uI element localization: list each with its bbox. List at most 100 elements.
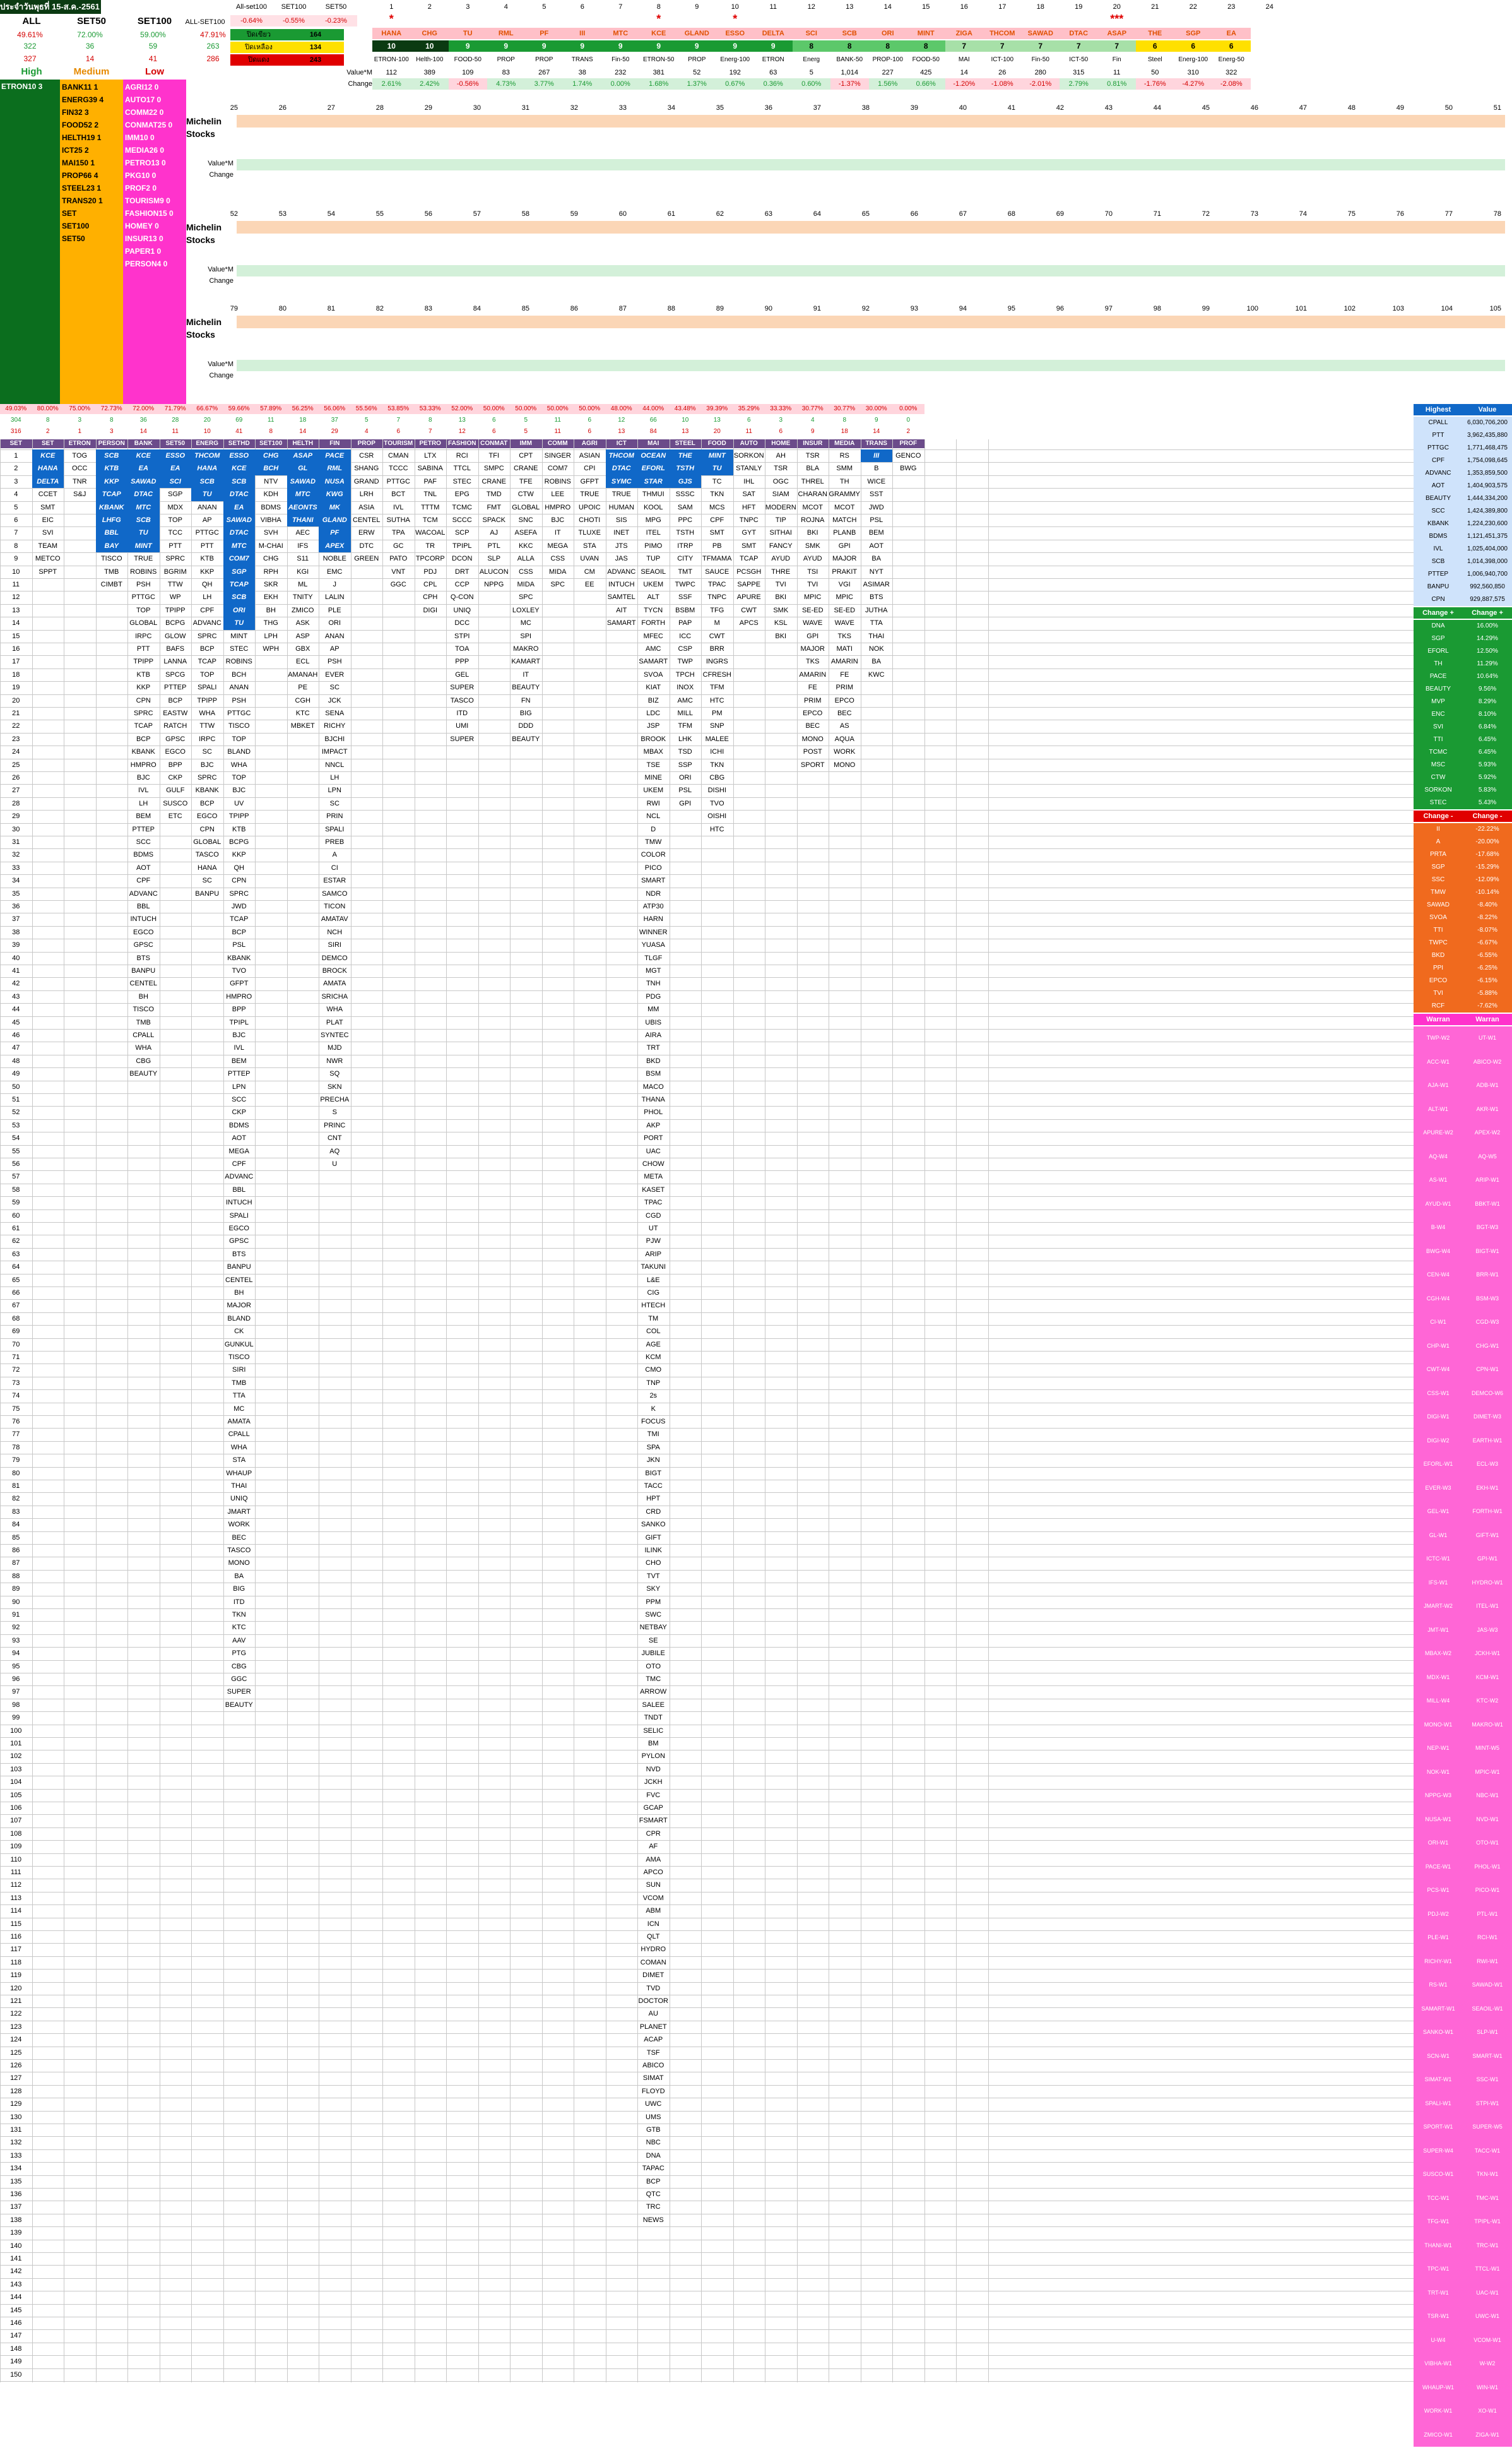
top-stock-name[interactable]: DTAC (1060, 28, 1098, 39)
sector-stock[interactable]: STA (582, 542, 596, 550)
sector-stock[interactable]: BROOK (641, 735, 666, 743)
sector-stock[interactable]: EA (159, 462, 191, 475)
sector-stock[interactable]: STAR (637, 475, 670, 489)
sector-stock[interactable]: SE-ED (834, 606, 856, 614)
warrant-item[interactable]: PCS-W1 (1427, 1887, 1450, 1893)
sector-stock[interactable]: BCP (646, 2177, 661, 2185)
sector-stock[interactable]: EGCO (197, 812, 218, 821)
sector-stock[interactable]: SPRC (229, 889, 249, 898)
sector-stock[interactable]: TTTM (421, 503, 440, 511)
warrant-item[interactable]: PTL-W1 (1477, 1910, 1498, 1917)
sector-stock[interactable]: BAFS (166, 645, 185, 653)
sector-stock[interactable]: NPPG (484, 581, 504, 588)
sector-stock[interactable]: JUTHA (865, 606, 888, 614)
sector-stock[interactable]: BTS (870, 593, 883, 602)
sector-stock[interactable]: VIBHA (260, 516, 281, 524)
sector-stock[interactable]: PIMO (644, 542, 663, 550)
sector-stock[interactable]: ICC (679, 632, 692, 640)
sector-stock[interactable]: CPR (646, 1829, 661, 1838)
sector-stock[interactable]: TFMAMA (702, 555, 732, 563)
sector-header[interactable]: SET (32, 439, 64, 448)
sector-stock[interactable]: DCC (454, 619, 470, 627)
sector-stock[interactable]: CSS (518, 567, 533, 576)
sector-header[interactable]: SETHD (223, 439, 255, 448)
warrant-item[interactable]: KCM-W1 (1475, 1673, 1499, 1680)
sector-stock[interactable]: SUPER (227, 1688, 251, 1696)
sector-stock[interactable]: VGI (838, 581, 851, 588)
sector-stock[interactable]: PSH (232, 696, 247, 704)
sector-stock[interactable]: TAKUNI (641, 1263, 666, 1271)
sector-stock[interactable]: BH (234, 1289, 244, 1297)
sector-stock[interactable]: ROBINS (225, 658, 252, 666)
sector-stock[interactable]: PTTGC (195, 529, 219, 537)
warrant-item[interactable]: PACE-W1 (1425, 1863, 1451, 1870)
sector-stock[interactable]: AGE (646, 1340, 661, 1348)
sector-stock[interactable]: AYUD (803, 555, 822, 563)
sector-stock[interactable]: MBKET (290, 722, 315, 730)
warrant-item[interactable]: IFS-W1 (1428, 1579, 1448, 1586)
sector-stock[interactable]: SEAOIL (641, 567, 666, 576)
sector-stock[interactable]: AOT (136, 864, 151, 872)
sector-stock[interactable]: OISHI (707, 812, 727, 821)
sector-stock[interactable]: WHA (199, 710, 216, 717)
sector-stock[interactable]: BEC (232, 1533, 247, 1542)
sector-stock[interactable]: TNL (423, 490, 437, 499)
sector-stock[interactable]: TOP (200, 670, 215, 679)
sector-stock[interactable]: ALT (647, 593, 659, 602)
warrant-item[interactable]: SMART-W1 (1472, 2052, 1503, 2059)
sector-stock[interactable]: CRANE (481, 477, 506, 485)
sector-header[interactable]: SET50 (159, 439, 191, 448)
sector-stock[interactable]: GIFT (645, 1533, 661, 1542)
sector-stock[interactable]: SMT (709, 529, 724, 537)
sector-stock[interactable]: AOT (232, 1134, 247, 1143)
sector-stock[interactable]: SORKON (733, 452, 764, 460)
sector-stock[interactable]: SPRC (197, 632, 217, 640)
sector-stock[interactable]: AP (202, 516, 212, 524)
top-stock-name[interactable]: MTC (601, 28, 640, 39)
sector-stock[interactable]: KBANK (95, 501, 127, 514)
sector-stock[interactable]: SALEE (642, 1701, 664, 1709)
sector-stock[interactable]: ASIAN (579, 452, 600, 460)
sector-stock[interactable]: DRT (455, 567, 470, 576)
sector-stock[interactable]: PTTGC (386, 477, 410, 485)
sector-stock[interactable]: CBG (231, 1662, 247, 1670)
sector-stock[interactable]: OCEAN (637, 449, 670, 463)
warrant-item[interactable]: MPIC-W1 (1475, 1768, 1500, 1775)
sector-stock[interactable]: DDD (518, 722, 534, 730)
sector-stock[interactable]: LH (139, 799, 148, 807)
sector-stock[interactable]: TSD (678, 748, 692, 756)
sector-stock[interactable]: TCAP (198, 658, 216, 666)
sector-stock[interactable]: INTUCH (225, 1199, 252, 1207)
sector-stock[interactable]: KKP (200, 567, 215, 576)
sector-stock[interactable]: CMO (645, 1366, 662, 1374)
sector-stock[interactable]: SPRC (133, 710, 153, 717)
sector-stock[interactable]: ASK (295, 619, 310, 627)
warrant-item[interactable]: PICO-W1 (1475, 1887, 1500, 1893)
sector-stock[interactable]: SCB (95, 449, 127, 463)
warrant-item[interactable]: MAKRO-W1 (1472, 1721, 1503, 1728)
sector-stock[interactable]: GREEN (354, 555, 379, 563)
sector-stock[interactable]: AMC (677, 696, 693, 704)
sector-stock[interactable]: GLOBAL (193, 838, 221, 846)
sector-stock[interactable]: JSP (647, 722, 660, 730)
sector-stock[interactable]: GBX (295, 645, 310, 653)
sector-stock[interactable]: HANA (32, 462, 64, 475)
sector-stock[interactable]: PSL (870, 516, 883, 524)
sector-stock[interactable]: MPG (645, 516, 661, 524)
sector-stock[interactable]: SENA (325, 710, 345, 717)
sector-stock[interactable]: HMPRO (545, 503, 571, 511)
warrant-item[interactable]: SAMART-W1 (1421, 2005, 1455, 2012)
sector-stock[interactable]: TM (648, 1314, 659, 1322)
sector-stock[interactable]: MAJOR (227, 1302, 252, 1310)
sector-stock[interactable]: TKS (806, 658, 820, 666)
sector-stock[interactable]: PLANB (833, 529, 856, 537)
sector-stock[interactable]: MPIC (836, 593, 854, 602)
sector-stock[interactable]: JMART (227, 1507, 251, 1516)
sector-stock[interactable]: TNR (72, 477, 87, 485)
sector-stock[interactable]: CHOW (642, 1160, 664, 1168)
sector-stock[interactable]: GLOBAL (512, 503, 540, 511)
sector-stock[interactable]: U (332, 1160, 338, 1168)
warrant-item[interactable]: SEAOIL-W1 (1472, 2005, 1503, 2012)
warrant-item[interactable]: NEP-W1 (1427, 1745, 1450, 1751)
sector-stock[interactable]: KSL (774, 619, 788, 627)
